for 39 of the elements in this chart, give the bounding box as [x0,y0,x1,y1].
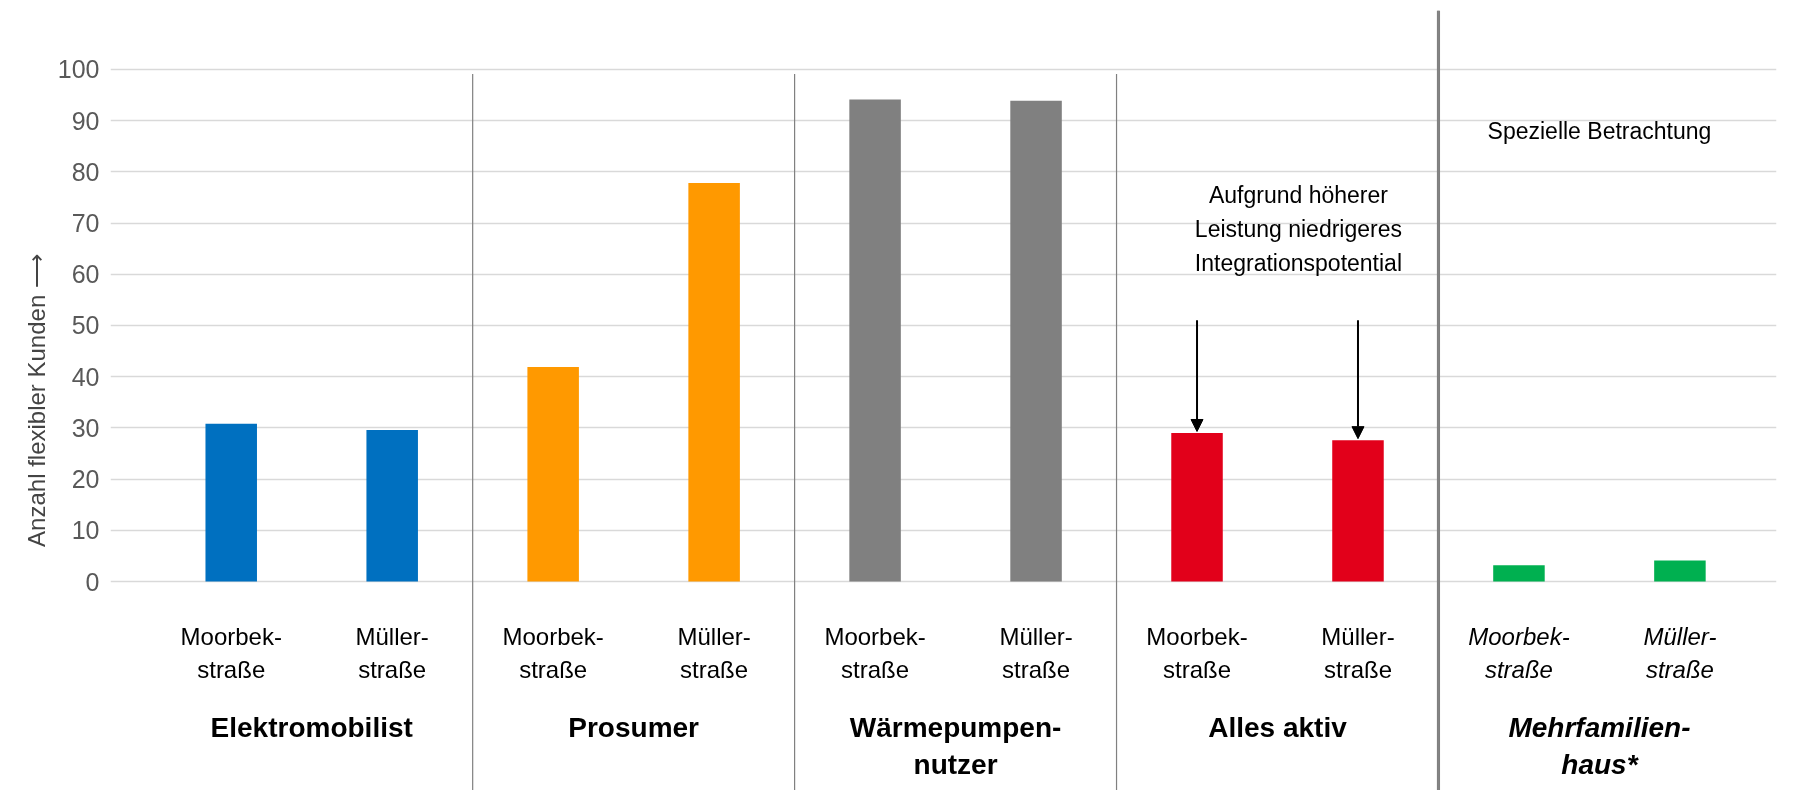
text: Wärmepumpen- nutzer [849,712,1062,781]
x-tick-label: Müller- straße [1321,622,1395,684]
y-tick-label: 90 [71,106,100,135]
y-tick-label: 50 [71,311,100,340]
bar [527,366,579,582]
x-tick-label: Müller- straße [1643,622,1717,684]
x-tick-label: Moorbek- straße [502,622,604,684]
y-axis-title: Anzahl flexibler Kunden ⟶ [22,254,50,547]
annotation: Aufgrund höherer Leistung niedrigeres Integrationspotential [1194,182,1403,276]
x-tick-label: Müller- straße [355,622,429,684]
text: Prosumer [568,712,700,744]
bar [205,423,257,582]
bar [1171,433,1223,582]
y-tick-label: 60 [71,260,100,289]
y-tick-label: 30 [71,413,100,442]
bar [1010,100,1062,582]
y-tick-label: 10 [71,516,100,545]
annotation: Spezielle Betrachtung [1487,117,1712,144]
x-tick-label: Moorbek- straße [1146,622,1248,684]
text: Elektromobilist [210,712,413,744]
x-tick-label: Müller- straße [999,622,1073,684]
y-tick-label: 0 [85,567,100,596]
bar [1493,565,1545,582]
bar [1332,440,1384,582]
bar [366,429,418,582]
bar [849,99,901,582]
x-tick-label: Müller- straße [677,622,751,684]
y-tick-label: 100 [57,55,100,84]
y-tick-label: 70 [71,209,100,238]
text: Alles aktiv [1208,712,1348,744]
text: Mehrfamilien- haus* [1508,712,1691,781]
y-tick-label: 80 [71,157,100,186]
x-tick-label: Moorbek- straße [824,622,926,684]
x-tick-label: Moorbek- straße [1468,622,1570,684]
bar [1654,560,1706,582]
y-tick-label: 40 [71,362,100,391]
bar [688,183,740,582]
y-tick-label: 20 [71,465,100,494]
x-tick-label: Moorbek- straße [180,622,282,684]
